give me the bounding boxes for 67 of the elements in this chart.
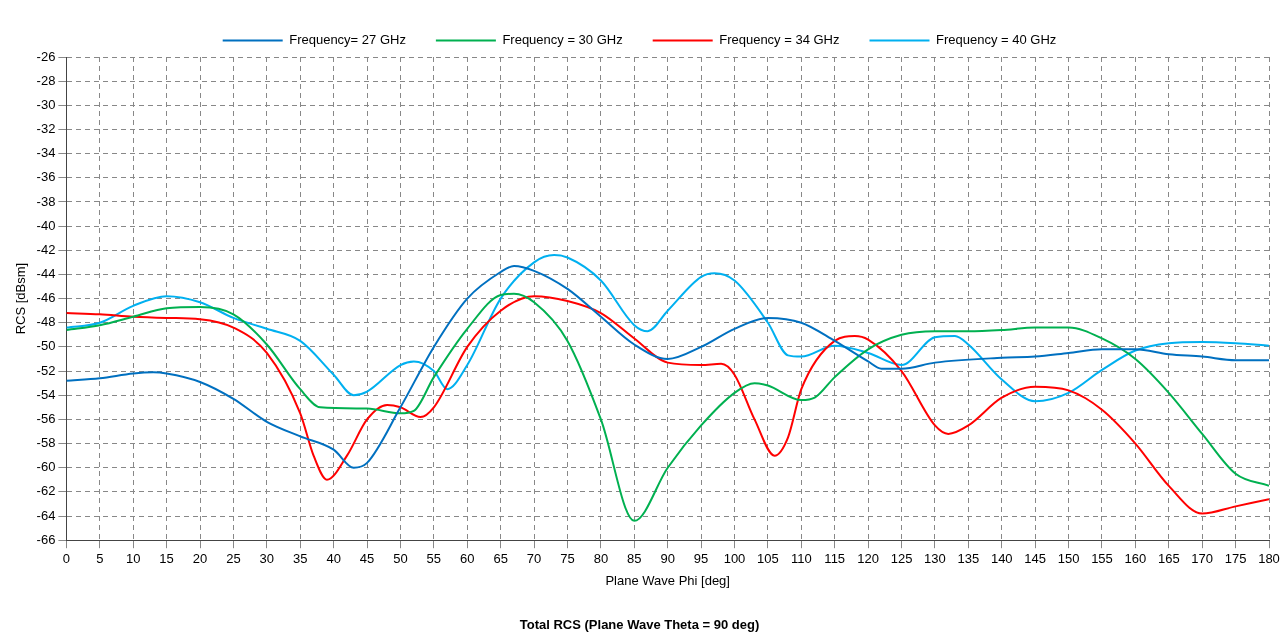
y-tick-label: -50 [36, 338, 56, 354]
y-tick-label: -26 [36, 48, 56, 64]
x-tick-label: 45 [359, 550, 375, 566]
y-tick-label: -42 [36, 241, 56, 257]
line-series [66, 264, 1269, 469]
x-tick-label: 10 [125, 550, 141, 566]
x-tick-label: 90 [660, 550, 675, 566]
x-tick-label: 170 [1191, 550, 1214, 566]
x-tick-label: 145 [1024, 550, 1047, 566]
x-tick-label: 20 [192, 550, 208, 566]
legend-label: Frequency= 27 GHz [289, 32, 406, 48]
x-tick-label: 105 [757, 550, 779, 566]
y-tick-label: -44 [36, 266, 56, 282]
y-tick-label: -36 [36, 169, 56, 185]
y-tick-label: -64 [36, 507, 56, 523]
x-tick-label: 65 [493, 550, 508, 566]
x-tick-label: 155 [1091, 550, 1113, 566]
x-tick-label: 180 [1258, 550, 1280, 566]
y-tick-label: -60 [36, 459, 56, 475]
legend-label: Frequency = 30 GHz [502, 32, 623, 48]
x-tick-label: 30 [259, 550, 275, 566]
x-tick-label: 15 [159, 550, 174, 566]
x-tick-label: 0 [62, 550, 71, 566]
x-tick-label: 25 [226, 550, 241, 566]
x-tick-label: 55 [426, 550, 442, 566]
x-tick-label: 70 [526, 550, 542, 566]
y-tick-label: -54 [36, 386, 56, 402]
x-tick-label: 110 [790, 550, 812, 566]
x-tick-label: 75 [560, 550, 575, 566]
y-tick-label: -52 [36, 362, 56, 378]
x-tick-label: 135 [957, 550, 980, 566]
y-tick-label: -32 [36, 121, 56, 137]
y-tick-label: -66 [36, 531, 56, 547]
x-tick-label: 85 [627, 550, 642, 566]
y-tick-label: -56 [36, 410, 56, 426]
text: Total RCS (Plane Wave Theta = 90 deg) [519, 616, 760, 632]
line-series [66, 254, 1269, 403]
y-tick-label: -38 [36, 193, 56, 209]
x-tick-label: 60 [460, 550, 475, 566]
legend-label: Frequency = 40 GHz [936, 32, 1057, 48]
y-tick-label: -46 [36, 290, 56, 306]
x-tick-label: 50 [393, 550, 408, 566]
y-tick-label: -34 [36, 145, 56, 161]
y-tick-label: -40 [36, 217, 56, 233]
y-tick-label: -30 [36, 96, 56, 112]
x-tick-label: 35 [293, 550, 308, 566]
y-axis-title: RCS [dBsm] [13, 262, 29, 335]
x-tick-label: 175 [1224, 550, 1247, 566]
y-tick-label: -28 [36, 72, 56, 88]
x-tick-label: 120 [857, 550, 879, 566]
x-tick-label: 165 [1157, 550, 1180, 566]
y-tick-label: -58 [36, 435, 56, 451]
x-tick-label: 115 [824, 550, 846, 566]
x-tick-label: 80 [593, 550, 609, 566]
x-tick-label: 125 [890, 550, 913, 566]
x-tick-label: 5 [96, 550, 104, 566]
legend-label: Frequency = 34 GHz [719, 32, 840, 48]
x-tick-label: 95 [693, 550, 709, 566]
x-tick-label: 140 [990, 550, 1013, 566]
x-tick-label: 160 [1124, 550, 1147, 566]
y-tick-label: -62 [36, 483, 56, 499]
x-tick-label: 150 [1057, 550, 1080, 566]
x-tick-label: 100 [723, 550, 746, 566]
x-axis-title: Plane Wave Phi [deg] [605, 573, 730, 589]
y-tick-label: -48 [36, 314, 56, 330]
x-tick-label: 130 [924, 550, 946, 566]
x-tick-label: 40 [326, 550, 341, 566]
